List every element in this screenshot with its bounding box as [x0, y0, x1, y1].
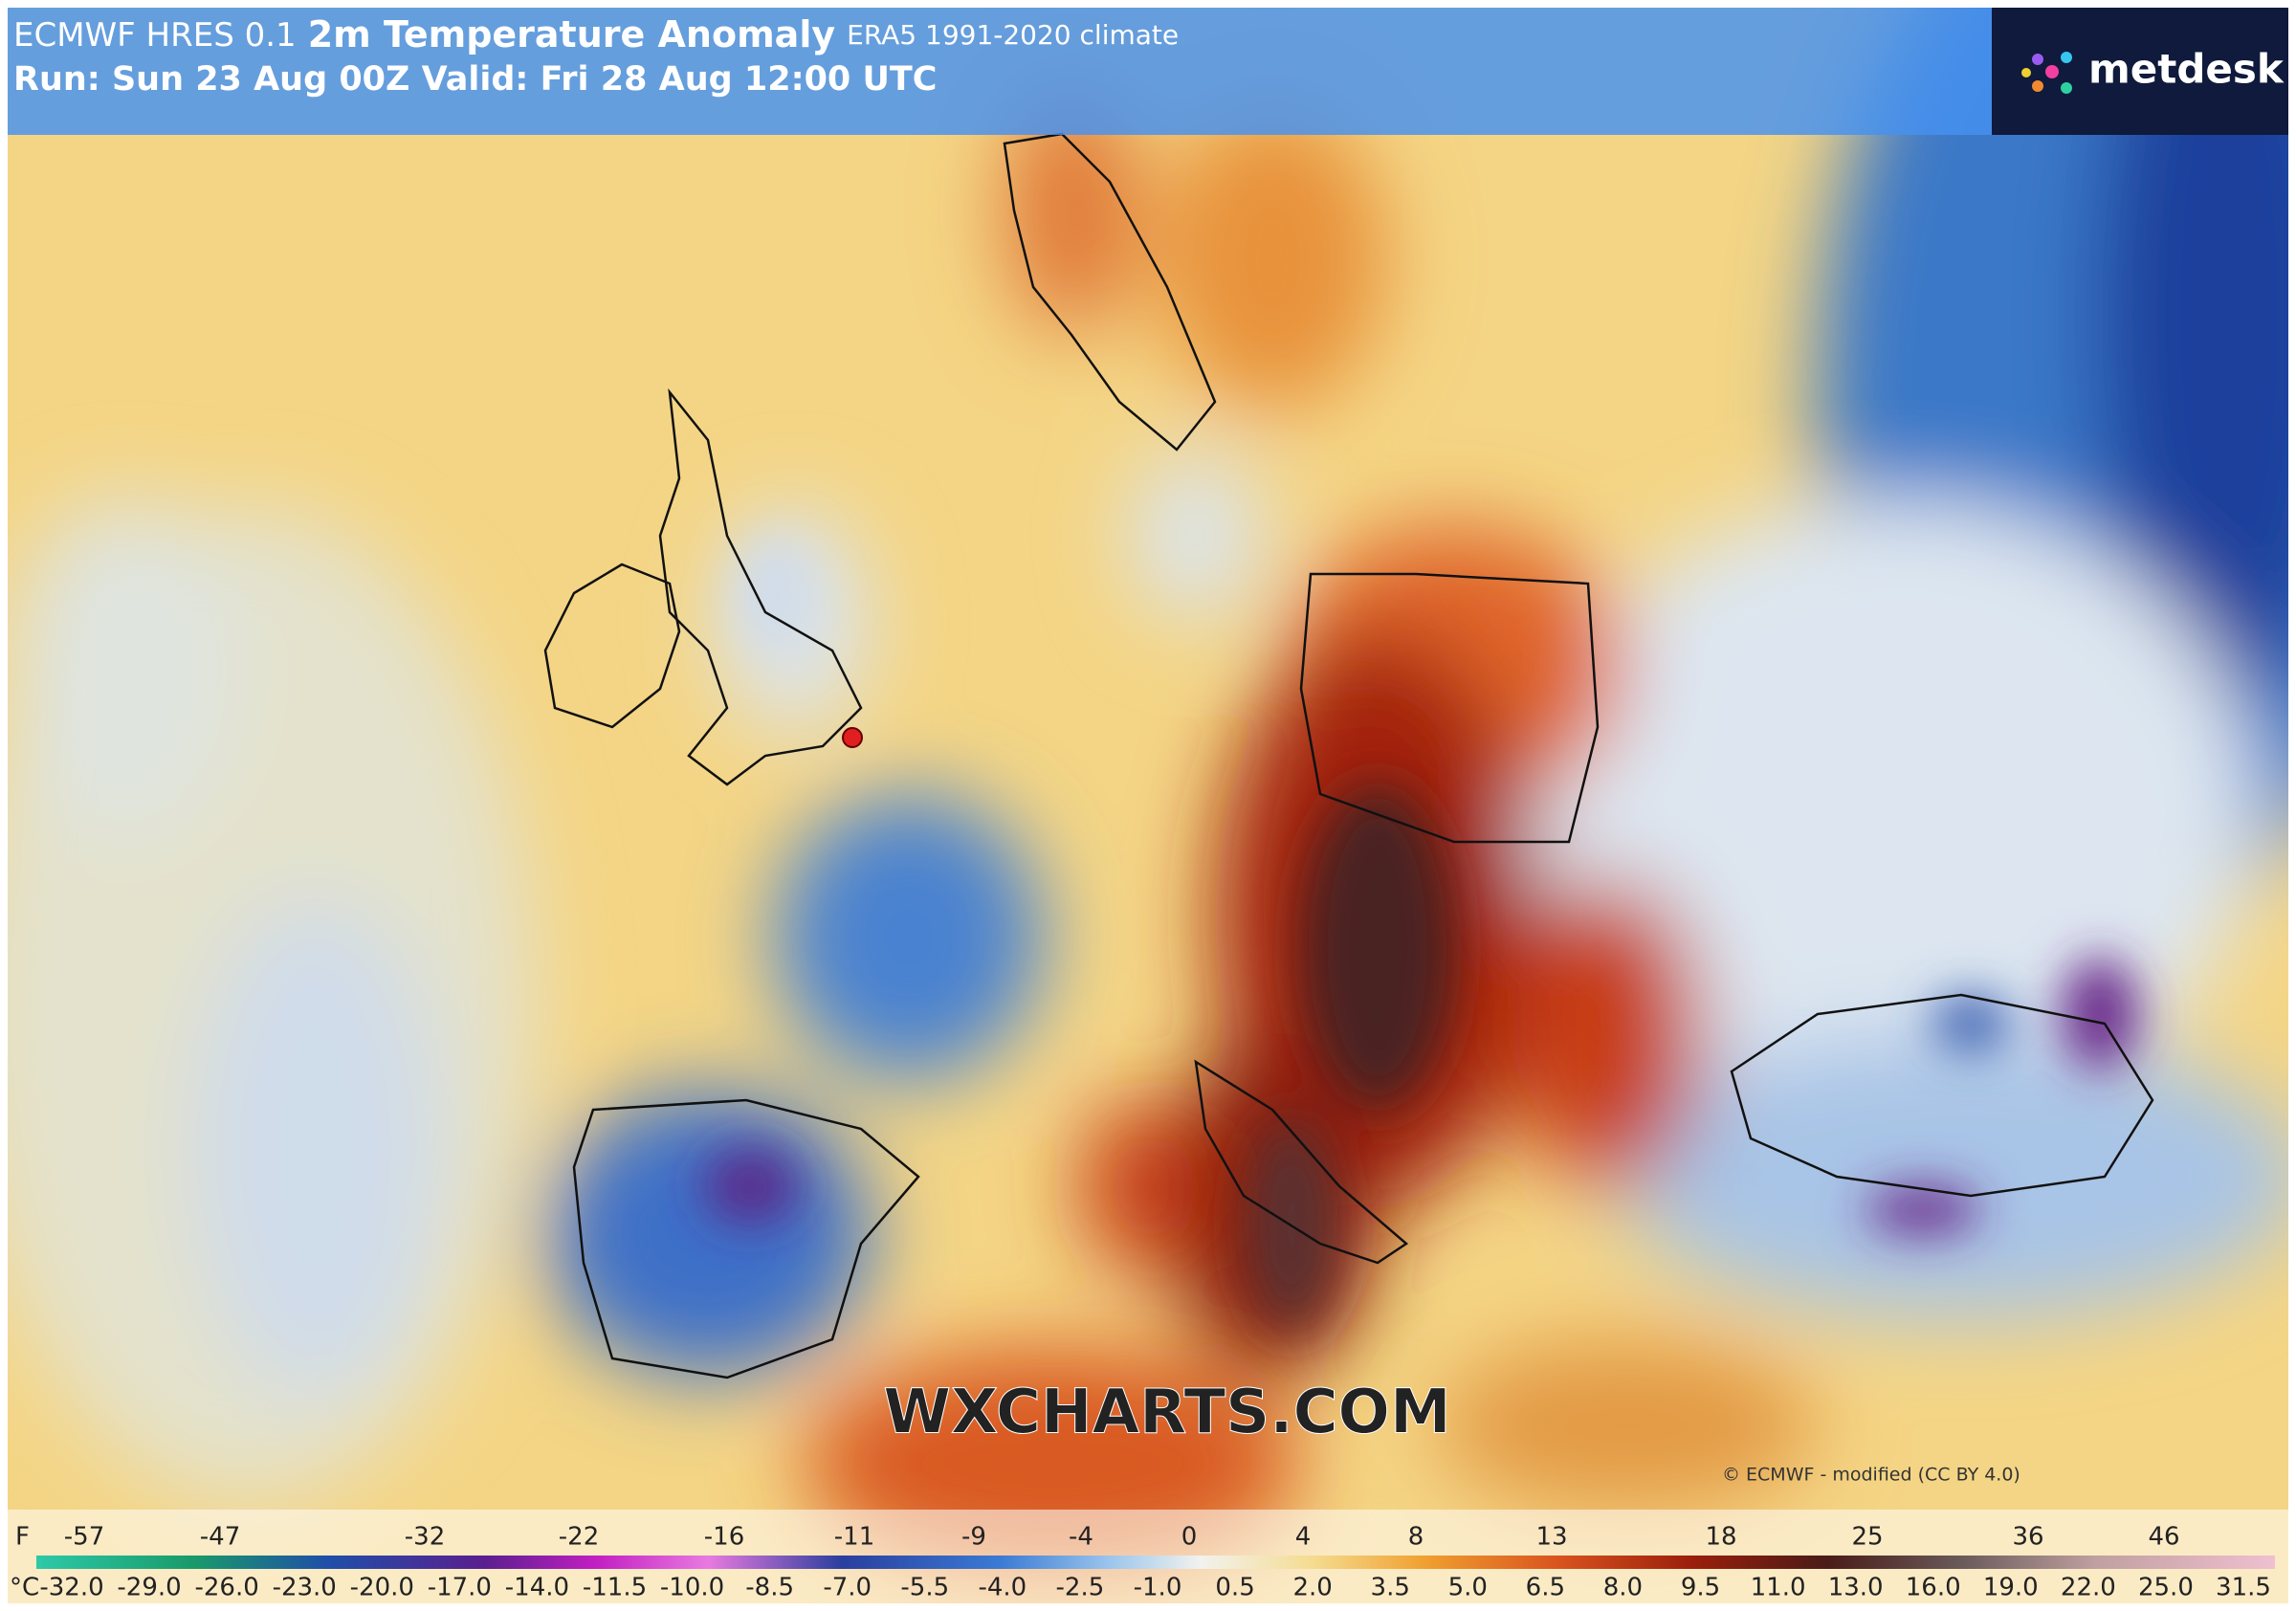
celsius-label: -17.0 — [428, 1574, 492, 1602]
logo-box — [1992, 8, 2288, 135]
celsius-label: 2.0 — [1292, 1574, 1332, 1602]
fahrenheit-label: 18 — [1705, 1523, 1736, 1552]
fahrenheit-unit: F — [15, 1523, 30, 1552]
celsius-label: -7.0 — [823, 1574, 872, 1602]
copyright: © ECMWF - modified (CC BY 4.0) — [1722, 1465, 2020, 1486]
run-info: Run: Sun 23 Aug 00Z Valid: Fri 28 Aug 12… — [13, 60, 937, 99]
celsius-label: -5.5 — [900, 1574, 949, 1602]
celsius-label: 13.0 — [1828, 1574, 1884, 1602]
celsius-label: -29.0 — [117, 1574, 181, 1602]
celsius-label: -8.5 — [745, 1574, 794, 1602]
celsius-label: -1.0 — [1134, 1574, 1182, 1602]
logo-text: metdesk — [2088, 46, 2285, 93]
color-scale — [36, 1556, 2275, 1569]
celsius-label: -11.5 — [583, 1574, 647, 1602]
legend-labels: -57 -47 -32 -22 -16 -11 -9 -4 0 4 8 13 18 25 36 46 -32.0… — [39, 1523, 2271, 1602]
fahrenheit-label: 25 — [1851, 1523, 1883, 1552]
celsius-label: -2.5 — [1056, 1574, 1105, 1602]
location-marker — [842, 727, 863, 748]
celsius-label: 22.0 — [2061, 1574, 2116, 1602]
product-title: 2m Temperature Anomaly — [308, 13, 836, 55]
fahrenheit-label: -47 — [200, 1523, 240, 1552]
header-title: ECMWF HRES 0.1 2m Temperature Anomaly ERA5… — [13, 13, 1179, 55]
coastlines — [543, 132, 2154, 1379]
celsius-label: 6.5 — [1526, 1574, 1565, 1602]
celsius-label: 19.0 — [1983, 1574, 2039, 1602]
celsius-label: -4.0 — [978, 1574, 1027, 1602]
fahrenheit-label: 13 — [1535, 1523, 1567, 1552]
fahrenheit-label: -11 — [834, 1523, 874, 1552]
climate-reference: ERA5 1991-2020 climate — [847, 19, 1179, 51]
celsius-label: 8.0 — [1603, 1574, 1643, 1602]
celsius-label: 5.0 — [1448, 1574, 1488, 1602]
fahrenheit-label: -9 — [961, 1523, 986, 1552]
fahrenheit-label: -4 — [1069, 1523, 1093, 1552]
celsius-label: 9.5 — [1681, 1574, 1720, 1602]
fahrenheit-label: 36 — [2012, 1523, 2043, 1552]
fahrenheit-label: 8 — [1408, 1523, 1424, 1552]
celsius-label: -23.0 — [273, 1574, 337, 1602]
celsius-label: -20.0 — [350, 1574, 414, 1602]
celsius-label: 25.0 — [2138, 1574, 2194, 1602]
celsius-label: 0.5 — [1215, 1574, 1254, 1602]
fahrenheit-label: -22 — [559, 1523, 599, 1552]
fahrenheit-label: 46 — [2148, 1523, 2179, 1552]
model-name: ECMWF HRES 0.1 — [13, 16, 297, 55]
celsius-label: 31.5 — [2216, 1574, 2271, 1602]
fahrenheit-label: 4 — [1295, 1523, 1312, 1552]
celsius-label: -26.0 — [195, 1574, 259, 1602]
celsius-label: -14.0 — [505, 1574, 569, 1602]
celsius-unit: °C — [10, 1574, 39, 1602]
header-bar — [8, 8, 1992, 135]
fahrenheit-label: -57 — [64, 1523, 104, 1552]
celsius-label: 3.5 — [1371, 1574, 1410, 1602]
fahrenheit-label: -16 — [704, 1523, 744, 1552]
fahrenheit-label: 0 — [1181, 1523, 1198, 1552]
celsius-label: -10.0 — [660, 1574, 724, 1602]
celsius-label: 11.0 — [1751, 1574, 1806, 1602]
logo-icon — [2021, 52, 2072, 94]
celsius-label: -32.0 — [39, 1574, 103, 1602]
celsius-label: 16.0 — [1906, 1574, 1961, 1602]
watermark: WXCHARTS.COM — [883, 1378, 1450, 1448]
fahrenheit-label: -32 — [405, 1523, 445, 1552]
